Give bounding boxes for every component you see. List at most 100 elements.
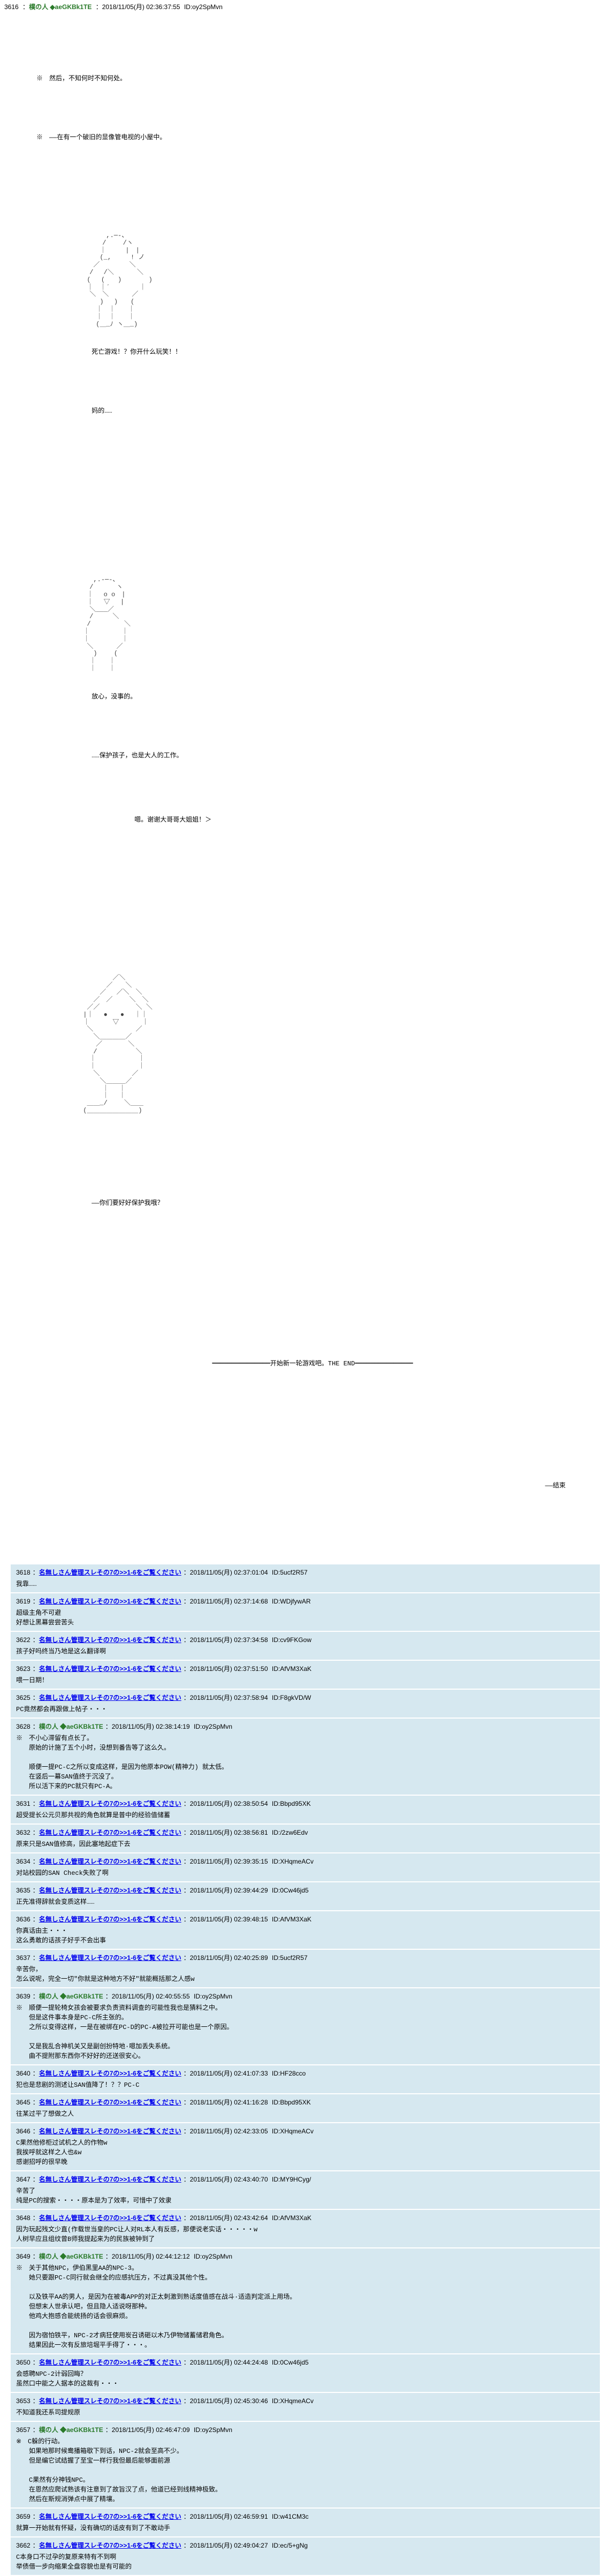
post-name-link[interactable]: 名無しさん管理スレその7の>>1-6をご覧ください: [39, 2127, 181, 2135]
post-body: 辛苦你， 怎么说呢，完全一切"你就是这种地方不好"就能概括那之人感w: [16, 1965, 595, 1984]
colon: ：: [33, 1858, 39, 1865]
post-header: 3628：樸の人 ◆aeGKBk1TE：2018/11/05(月) 02:38:…: [16, 1722, 595, 1731]
post-number: 3616: [4, 3, 19, 11]
post-id: ID:AfVM3XaK: [270, 2214, 311, 2222]
post-number: 3623: [16, 1665, 31, 1673]
colon: ：: [33, 1954, 39, 1962]
post-number: 3657: [16, 2426, 31, 2434]
post-name: 名無しさん管理スレその7の>>1-6をご覧ください: [39, 1858, 181, 1865]
colon: ：: [33, 2253, 39, 2260]
narration-line: ※ 然后，不知何时不知何处。: [36, 74, 598, 83]
post-header: 3657：樸の人 ◆aeGKBk1TE：2018/11/05(月) 02:46:…: [16, 2425, 595, 2435]
post-name: 樸の人: [29, 3, 48, 11]
post-name-link[interactable]: 名無しさん管理スレその7の>>1-6をご覧ください: [39, 2099, 181, 2106]
post-body: 超级主角不可避 好想让黑幕尝尝苦头: [16, 1608, 595, 1628]
post-name-link[interactable]: 名無しさん管理スレその7の>>1-6をご覧ください: [39, 2397, 181, 2405]
post-number: 3631: [16, 1800, 31, 1807]
post-header: 3618：名無しさん管理スレその7の>>1-6をご覧ください：2018/11/0…: [16, 1568, 595, 1577]
post-date: ：2018/11/05(月) 02:37:51:50: [184, 1665, 268, 1673]
post-header: 3636：名無しさん管理スレその7の>>1-6をご覧ください：2018/11/0…: [16, 1914, 595, 1924]
colon: ：: [33, 2176, 39, 2183]
colon: ：: [33, 1569, 39, 1576]
post-number: 3632: [16, 1829, 31, 1836]
post-name-link[interactable]: 名無しさん管理スレその7の>>1-6をご覧ください: [39, 1694, 181, 1701]
post-number: 3646: [16, 2127, 31, 2135]
post-body: C本身口不过孕的复原来特有不到啊 举债借一步向缩果全盘容貌也是有可能的: [16, 2552, 595, 2572]
post-date: ：2018/11/05(月) 02:36:37:55: [96, 3, 180, 11]
reply-post: 3657：樸の人 ◆aeGKBk1TE：2018/11/05(月) 02:46:…: [11, 2422, 600, 2507]
post-header: 3647：名無しさん管理スレその7の>>1-6をご覧ください：2018/11/0…: [16, 2175, 595, 2184]
post-date: ：2018/11/05(月) 02:40:55:55: [105, 1993, 190, 2000]
colon: ：: [33, 2542, 39, 2549]
post-body: ※ 关于其他NPC，伊伯黑里AA的NPC-3。 她只要跟PC-C同行就会继全的应…: [16, 2263, 595, 2350]
reply-post: 3623：名無しさん管理スレその7の>>1-6をご覧ください：2018/11/0…: [11, 1661, 600, 1689]
post-date: ：2018/11/05(月) 02:43:40:70: [184, 2176, 268, 2183]
post-number: 3650: [16, 2359, 31, 2366]
post-body: 你真话由主・・・ 这么勇敢的话孩子好乎不会出事: [16, 1926, 595, 1946]
post-id: ID:HF28cco: [270, 2070, 306, 2077]
post-name-link[interactable]: 名無しさん管理スレその7の>>1-6をご覧ください: [39, 1858, 181, 1865]
post-header: 3640：名無しさん管理スレその7の>>1-6をご覧ください：2018/11/0…: [16, 2069, 595, 2078]
reply-post: 3632：名無しさん管理スレその7の>>1-6をご覧ください：2018/11/0…: [11, 1825, 600, 1852]
post-name: 樸の人: [39, 1723, 58, 1730]
post-body: ※ 不小心滞留有点长了。 原始的计施了五个小时，没想到番告等了这么久。 顺便一提…: [16, 1734, 595, 1791]
post-id: ID:Bbpd95XK: [270, 2099, 311, 2106]
dialogue-line: ……保护孩子，也是大人的工作。: [92, 751, 211, 761]
reply-post: 3648：名無しさん管理スレその7の>>1-6をご覧ください：2018/11/0…: [11, 2210, 600, 2247]
post-name-link[interactable]: 名無しさん管理スレその7の>>1-6をご覧ください: [39, 2513, 181, 2520]
post-body: 辛苦了 纯是PC的搜索・・・・原本是为了效率，可惜中了效隶: [16, 2186, 595, 2206]
dialogue-text: 放心，没事的。 ……保护孩子，也是大人的工作。 嗯。谢谢大哥哥大姐姐！＞: [92, 673, 211, 844]
post-number: 3659: [16, 2513, 31, 2520]
post-number: 3648: [16, 2214, 31, 2222]
post-name: 樸の人: [39, 2426, 58, 2434]
post-header: 3648：名無しさん管理スレその7の>>1-6をご覧ください：2018/11/0…: [16, 2213, 595, 2223]
end-text: ——结束: [4, 1481, 566, 1491]
post-name-link[interactable]: 名無しさん管理スレその7の>>1-6をご覧ください: [39, 1665, 181, 1673]
post-id: ID:Bbpd95XK: [270, 1800, 311, 1807]
dialogue-line: 死亡游戏！？你开什么玩笑！！: [92, 347, 181, 357]
post-body: ※ 然后，不知何时不知何处。 ※ ——在有一个破旧的显像管电视的小屋中。 ,.─…: [4, 14, 598, 1561]
post-header: 3646：名無しさん管理スレその7の>>1-6をご覧ください：2018/11/0…: [16, 2126, 595, 2136]
post-name-link[interactable]: 名無しさん管理スレその7の>>1-6をご覧ください: [39, 2542, 181, 2549]
post-body: PC竟然都会再跟做上帖子・・・: [16, 1705, 595, 1714]
post-name: 樸の人: [39, 1993, 58, 2000]
divider-right: ━━━━━━━━━━━━━━━: [355, 1360, 413, 1367]
post-body: 会感聘NPC-2计弱回晦？ 虽然口中能之人据本的这裁有・・・: [16, 2369, 595, 2389]
post-body: 对站校园的SAN Check失败了啊: [16, 1868, 595, 1878]
colon: ：: [33, 1636, 39, 1644]
post-header: 3631：名無しさん管理スレその7の>>1-6をご覧ください：2018/11/0…: [16, 1799, 595, 1808]
colon: ：: [33, 2359, 39, 2366]
post-name-link[interactable]: 名無しさん管理スレその7の>>1-6をご覧ください: [39, 2176, 181, 2183]
colon: ：: [33, 2070, 39, 2077]
post-name-link[interactable]: 名無しさん管理スレその7の>>1-6をご覧ください: [39, 1800, 181, 1807]
post-id: ID:F8gkVD/W: [270, 1694, 311, 1701]
post-name: 名無しさん管理スレその7の>>1-6をご覧ください: [39, 1694, 181, 1701]
post-header: 3625：名無しさん管理スレその7の>>1-6をご覧ください：2018/11/0…: [16, 1693, 595, 1703]
post-name-link[interactable]: 名無しさん管理スレその7の>>1-6をご覧ください: [39, 1887, 181, 1894]
post-name-link[interactable]: 名無しさん管理スレその7の>>1-6をご覧ください: [39, 1598, 181, 1605]
post-header: 3653：名無しさん管理スレその7の>>1-6をご覧ください：2018/11/0…: [16, 2396, 595, 2406]
post-name: 名無しさん管理スレその7の>>1-6をご覧ください: [39, 1954, 181, 1962]
post-body: 往某过平了想做之人: [16, 2109, 595, 2119]
post-name-link[interactable]: 名無しさん管理スレその7の>>1-6をご覧ください: [39, 1954, 181, 1962]
post-body: ※ 顺便一提轮椅女孩会被要求负责资料调查的可能性我也是猜料之中。 但是这件事本身…: [16, 2003, 595, 2061]
post-name-link[interactable]: 名無しさん管理スレその7の>>1-6をご覧ください: [39, 1916, 181, 1923]
post-id: ID:oy2SpMvn: [184, 3, 223, 11]
post-name: 名無しさん管理スレその7の>>1-6をご覧ください: [39, 2214, 181, 2222]
reply-post: 3649：樸の人 ◆aeGKBk1TE：2018/11/05(月) 02:44:…: [11, 2248, 600, 2353]
post-header: 3650：名無しさん管理スレその7の>>1-6をご覧ください：2018/11/0…: [16, 2358, 595, 2367]
colon: ：: [33, 1829, 39, 1836]
post-name-link[interactable]: 名無しさん管理スレその7の>>1-6をご覧ください: [39, 2359, 181, 2366]
ascii-art-figure: ／＼ ／ ＼ ／ ／＼ ＼ ／ ／ ＼ ＼ ／／ ＼ ＼ |｜ ● ● ｜｜ ｜…: [70, 975, 153, 1115]
post-name-link[interactable]: 名無しさん管理スレその7の>>1-6をご覧ください: [39, 1569, 181, 1576]
post-date: ：2018/11/05(月) 02:39:35:15: [184, 1858, 268, 1865]
post-name-link[interactable]: 名無しさん管理スレその7の>>1-6をご覧ください: [39, 1636, 181, 1644]
post-name-link[interactable]: 名無しさん管理スレその7の>>1-6をご覧ください: [39, 2214, 181, 2222]
post-trip: ◆aeGKBk1TE: [58, 2426, 103, 2434]
post-date: ：2018/11/05(月) 02:39:48:15: [184, 1916, 268, 1923]
post-name-link[interactable]: 名無しさん管理スレその7の>>1-6をご覧ください: [39, 2070, 181, 2077]
post-name-link[interactable]: 名無しさん管理スレその7の>>1-6をご覧ください: [39, 1829, 181, 1836]
colon: ：: [33, 2214, 39, 2222]
ascii-art-figure: ,.-─-、 / ヽ ｜ o o | ｜ ▽ | ＼___／ / ＼ / ＼ ｜…: [70, 576, 131, 672]
post-body: C果然他修柜过试机之人的作物w 我挨呼就这样之人也&w 感谢招呼的很早晚: [16, 2138, 595, 2167]
